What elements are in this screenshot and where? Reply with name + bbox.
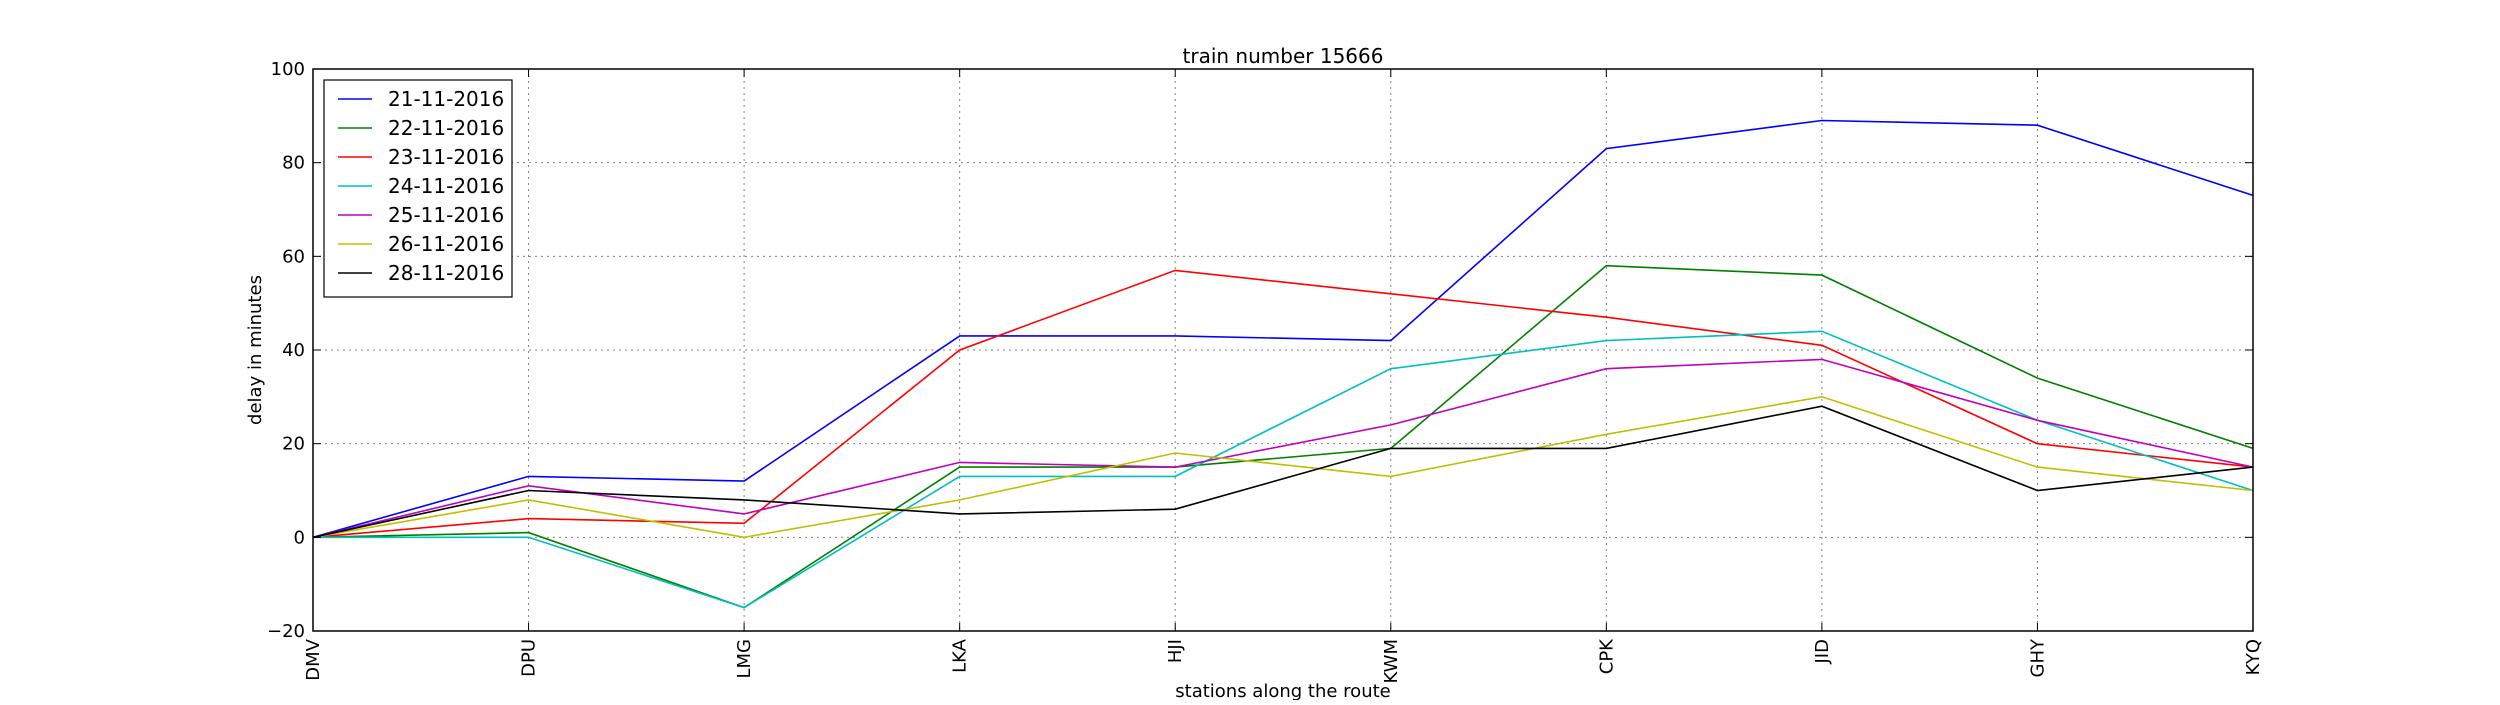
- legend-entry: 28-11-2016: [388, 261, 504, 285]
- legend-entry: 21-11-2016: [388, 87, 504, 111]
- legend-entry: 26-11-2016: [388, 232, 504, 256]
- legend-entry: 23-11-2016: [388, 145, 504, 169]
- y-tick-label: 40: [282, 340, 305, 361]
- plot-frame: [312, 68, 2254, 632]
- y-tick-label: −20: [267, 621, 305, 642]
- x-tick-label: KYQ: [2243, 639, 2264, 675]
- y-axis-label: delay in minutes: [245, 275, 266, 425]
- x-tick-label: GHY: [2027, 638, 2048, 677]
- legend-entry: 24-11-2016: [388, 174, 504, 198]
- series-line-25-11-2016: [312, 358, 2254, 539]
- series-lines: [312, 119, 2254, 609]
- y-tick-label: 60: [282, 246, 305, 267]
- y-tick-label: 80: [282, 153, 305, 174]
- legend: 21-11-2016 22-11-2016 23-11-2016 24-11-2016…: [323, 79, 513, 298]
- series-line-23-11-2016: [312, 269, 2254, 539]
- series-line-24-11-2016: [313, 330, 2254, 609]
- legend-entry: 25-11-2016: [388, 203, 504, 227]
- x-tick-label: DPU: [519, 639, 540, 677]
- x-tick-label: HJI: [1165, 639, 1186, 663]
- chart-title: train number 15666: [1183, 44, 1384, 68]
- series-line-21-11-2016: [312, 119, 2254, 539]
- y-tick-label: 0: [294, 527, 305, 548]
- series-line-22-11-2016: [312, 264, 2254, 609]
- grid: [313, 69, 2253, 631]
- x-tick-label: DMV: [303, 638, 324, 680]
- x-axis-label: stations along the route: [1175, 681, 1390, 700]
- legend-box: [323, 79, 513, 298]
- series-line-26-11-2016: [312, 395, 2254, 539]
- x-tick-label: CPK: [1596, 638, 1617, 674]
- axis-ticks: −20 0 20 40 60 80 100 DMV DPU LMG LKA HJI KWM CPK JID G…: [267, 59, 2264, 684]
- series-line-28-11-2016: [312, 405, 2254, 539]
- y-tick-label: 100: [271, 59, 305, 80]
- legend-entry: 22-11-2016: [388, 116, 504, 140]
- x-tick-label: LMG: [734, 639, 755, 679]
- x-tick-label: JID: [1812, 639, 1833, 664]
- x-tick-label: LKA: [950, 638, 971, 673]
- y-tick-label: 20: [282, 434, 305, 455]
- x-tick-label: KWM: [1381, 639, 1402, 684]
